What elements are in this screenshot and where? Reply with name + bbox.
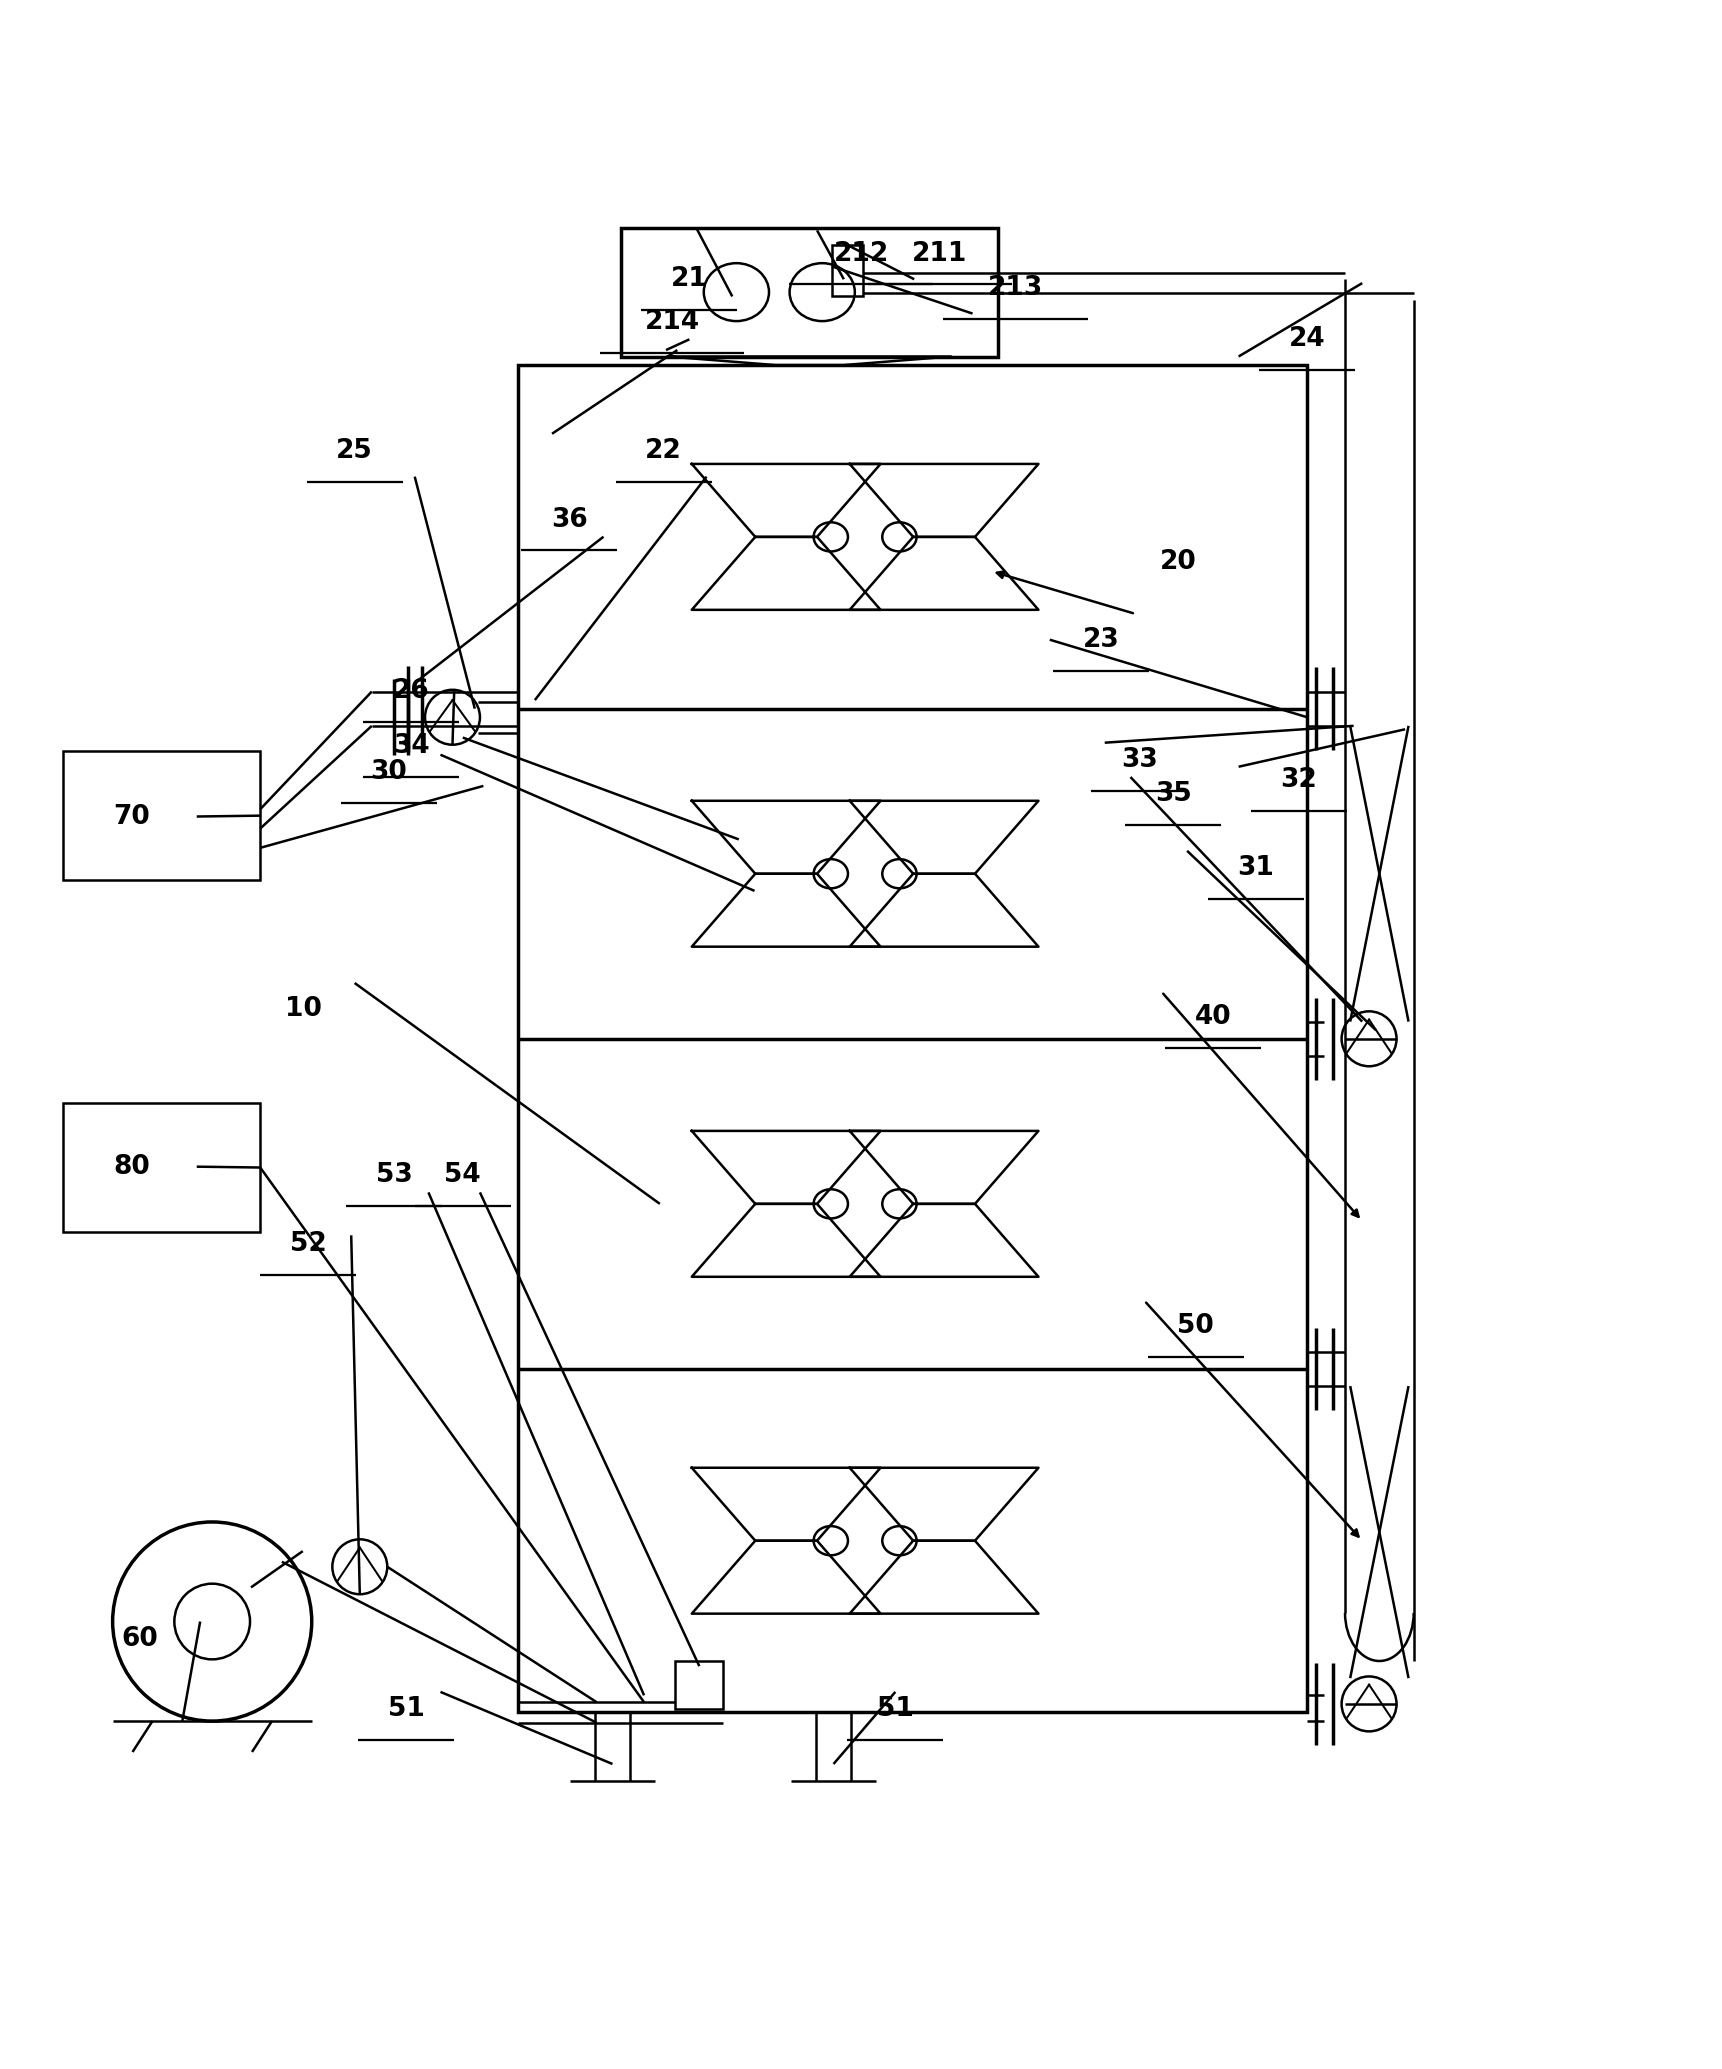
Text: 30: 30 (370, 759, 408, 784)
Text: 26: 26 (393, 679, 430, 703)
Text: 211: 211 (913, 240, 968, 267)
Text: 80: 80 (114, 1155, 150, 1179)
Bar (675, 1661, 723, 1709)
Text: 33: 33 (1121, 747, 1157, 774)
Bar (64, 751, 260, 879)
Text: 53: 53 (375, 1163, 413, 1188)
Text: 70: 70 (114, 803, 150, 830)
Text: 52: 52 (289, 1231, 327, 1256)
Text: 10: 10 (284, 995, 322, 1022)
Text: 23: 23 (1083, 627, 1119, 652)
Text: 31: 31 (1238, 854, 1274, 881)
Bar (832, 244, 863, 296)
Text: 40: 40 (1195, 1003, 1231, 1030)
Text: 22: 22 (646, 439, 682, 463)
Bar (64, 1103, 260, 1231)
Text: 34: 34 (393, 732, 429, 759)
Bar (518, 364, 1307, 1713)
Text: 213: 213 (988, 275, 1044, 300)
Bar (620, 228, 999, 356)
Text: 32: 32 (1281, 768, 1317, 794)
Text: 21: 21 (672, 267, 708, 292)
Text: 20: 20 (1161, 550, 1197, 575)
Text: 54: 54 (444, 1163, 480, 1188)
Text: 51: 51 (876, 1697, 914, 1721)
Text: 60: 60 (122, 1626, 158, 1651)
Text: 35: 35 (1155, 782, 1192, 807)
Text: 51: 51 (387, 1697, 425, 1721)
Text: 50: 50 (1178, 1314, 1214, 1339)
Text: 212: 212 (833, 240, 889, 267)
Text: 25: 25 (336, 439, 374, 463)
Text: 36: 36 (551, 507, 587, 532)
Text: 24: 24 (1290, 327, 1326, 352)
Text: 214: 214 (644, 308, 699, 335)
